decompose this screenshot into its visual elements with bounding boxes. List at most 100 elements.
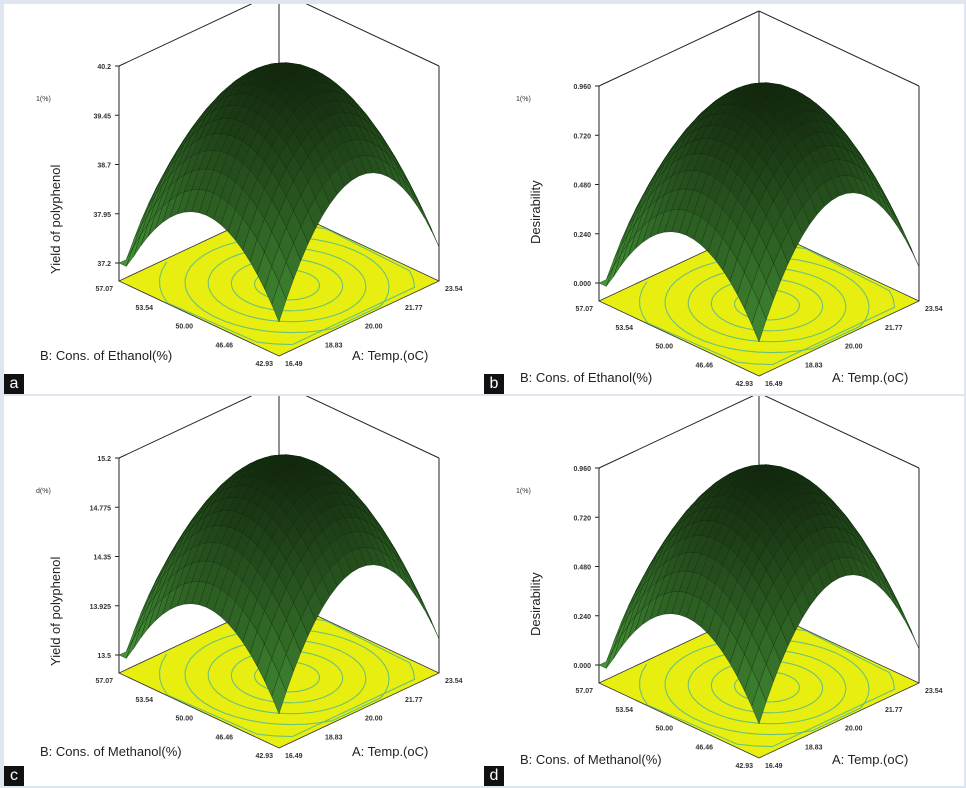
x-tick-label: 20.00 — [845, 344, 863, 351]
response-surface — [118, 454, 440, 715]
z-tick-label: 38.7 — [97, 163, 111, 170]
surface-facet — [897, 220, 912, 252]
y-ticks: 42.93 46.46 50.00 53.54 57.07 — [575, 688, 753, 770]
panel-c: 13.5 13.925 14.35 14.775 15.2 16.49 18.83 20.00… — [4, 396, 484, 786]
z-tick-label: 0.240 — [573, 614, 591, 621]
box-edge — [764, 396, 920, 469]
x-tick-label: 16.49 — [285, 361, 303, 368]
z-tick-label: 0.000 — [573, 663, 591, 670]
z-ticks: 37.2 37.95 38.7 39.45 40.2 — [93, 64, 119, 268]
x-ticks: 16.49 18.83 20.00 21.77 23.54 — [765, 306, 943, 388]
z-tick-label: 37.95 — [93, 212, 111, 219]
y-tick-label: 42.93 — [255, 753, 273, 760]
z-tick-label: 0.240 — [573, 232, 591, 239]
z-axis-unit: 1(%) — [516, 96, 531, 103]
z-tick-label: 0.720 — [573, 133, 591, 140]
z-tick-label: 14.775 — [90, 505, 112, 512]
box-edge — [118, 396, 253, 459]
panel-letter: d — [484, 766, 504, 786]
box-edge — [758, 10, 920, 87]
y-axis-title: B: Cons. of Methanol(%) — [40, 744, 182, 759]
x-ticks: 16.49 18.83 20.00 21.77 23.54 — [285, 678, 463, 760]
x-tick-label: 18.83 — [805, 362, 823, 369]
y-ticks: 42.93 46.46 50.00 53.54 57.07 — [95, 286, 273, 368]
y-tick-label: 57.07 — [95, 286, 113, 293]
x-tick-label: 16.49 — [765, 381, 783, 388]
y-ticks: 42.93 46.46 50.00 53.54 57.07 — [575, 306, 753, 388]
panel-d: 0.000 0.240 0.480 0.720 0.960 16.49 18.83 20.00… — [484, 396, 964, 786]
x-tick-label: 18.83 — [325, 342, 343, 349]
x-tick-label: 18.83 — [805, 744, 823, 751]
y-tick-label: 57.07 — [575, 306, 593, 313]
z-tick-label: 37.2 — [97, 261, 111, 268]
surface-facet — [889, 590, 905, 620]
x-tick-label: 21.77 — [405, 697, 423, 704]
panel-letter: a — [4, 374, 24, 394]
surface-facet — [409, 188, 425, 218]
surface-facet — [897, 602, 912, 634]
z-ticks: 0.000 0.240 0.480 0.720 0.960 — [573, 466, 599, 670]
x-tick-label: 20.00 — [365, 324, 383, 331]
y-tick-label: 50.00 — [175, 324, 193, 331]
surface-plot-b: 0.000 0.240 0.480 0.720 0.960 16.49 18.83 20.00… — [573, 10, 943, 388]
panel-letter: c — [4, 766, 24, 786]
y-tick-label: 50.00 — [655, 726, 673, 733]
z-ticks: 13.5 13.925 14.35 14.775 15.2 — [90, 456, 119, 660]
y-tick-label: 42.93 — [735, 381, 753, 388]
surface-facet — [402, 570, 418, 599]
y-axis-title: B: Cons. of Ethanol(%) — [520, 370, 653, 385]
z-tick-label: 0.480 — [573, 183, 591, 190]
x-ticks: 16.49 18.83 20.00 21.77 23.54 — [765, 688, 943, 770]
surface-facet — [402, 178, 418, 207]
x-axis-title: A: Temp.(oC) — [832, 370, 909, 385]
x-axis-title: A: Temp.(oC) — [352, 744, 429, 759]
y-tick-label: 50.00 — [175, 716, 193, 723]
y-axis-title: B: Cons. of Methanol(%) — [520, 752, 662, 767]
y-tick-label: 42.93 — [735, 763, 753, 770]
panel-a: 37.2 37.95 38.7 39.45 40.2 16.49 18.83 20.00 21.… — [4, 4, 484, 394]
y-tick-label: 53.54 — [615, 707, 633, 714]
surface-facet — [882, 580, 898, 609]
surface-plot-d: 0.000 0.240 0.480 0.720 0.960 16.49 18.83 20.00… — [573, 396, 943, 770]
z-tick-label: 39.45 — [93, 113, 111, 120]
box-edge — [118, 4, 253, 67]
x-tick-label: 23.54 — [925, 688, 943, 695]
box-edge — [598, 396, 754, 469]
response-surface — [598, 464, 920, 725]
z-ticks: 0.000 0.240 0.480 0.720 0.960 — [573, 84, 599, 288]
z-tick-label: 14.35 — [93, 555, 111, 562]
surface-facet — [126, 626, 141, 659]
x-axis-title: A: Temp.(oC) — [352, 348, 429, 363]
surface-facet — [417, 592, 432, 624]
y-tick-label: 46.46 — [215, 734, 233, 741]
x-tick-label: 21.77 — [405, 305, 423, 312]
surface-facet — [882, 198, 898, 227]
x-tick-label: 23.54 — [925, 306, 943, 313]
panel-letter: b — [484, 374, 504, 394]
z-tick-label: 40.2 — [97, 64, 111, 71]
z-tick-label: 0.720 — [573, 515, 591, 522]
z-axis-label: Yield of polyphenol — [48, 164, 63, 274]
y-tick-label: 57.07 — [95, 678, 113, 685]
response-surface — [118, 62, 440, 323]
x-axis-title: A: Temp.(oC) — [832, 752, 909, 767]
z-axis-unit: 1(%) — [36, 96, 51, 103]
surface-plot-c: 13.5 13.925 14.35 14.775 15.2 16.49 18.83 20.00… — [90, 396, 463, 760]
box-edge — [305, 396, 440, 459]
surface-facet — [417, 200, 432, 232]
x-tick-label: 21.77 — [885, 707, 903, 714]
z-axis-label: Desirability — [528, 180, 543, 244]
surface-plot-a: 37.2 37.95 38.7 39.45 40.2 16.49 18.83 20.00 21.… — [93, 4, 463, 368]
y-tick-label: 46.46 — [695, 362, 713, 369]
axis-box — [598, 396, 920, 683]
y-tick-label: 42.93 — [255, 361, 273, 368]
surface-facet — [751, 301, 767, 343]
panel-b: 0.000 0.240 0.480 0.720 0.960 16.49 18.83 20.00… — [484, 4, 964, 394]
z-tick-label: 0.000 — [573, 281, 591, 288]
x-tick-label: 21.77 — [885, 325, 903, 332]
x-tick-label: 23.54 — [445, 286, 463, 293]
x-tick-label: 18.83 — [325, 734, 343, 741]
y-tick-label: 53.54 — [135, 305, 153, 312]
surface-facet — [606, 254, 621, 287]
